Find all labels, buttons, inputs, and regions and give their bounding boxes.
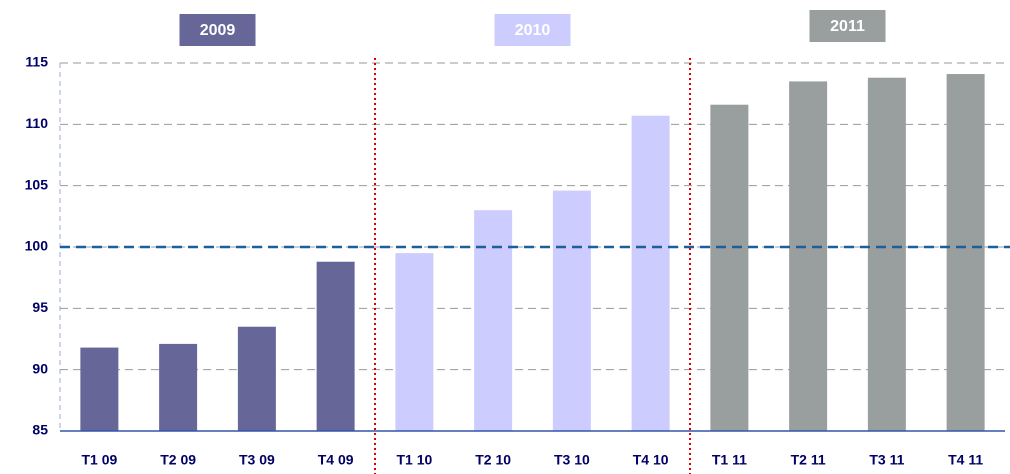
y-tick-label: 110	[25, 115, 48, 131]
y-tick-label: 90	[32, 360, 48, 376]
legend-box	[494, 14, 571, 46]
x-tick-label: T4 10	[633, 452, 669, 468]
x-tick-label: T3 09	[239, 452, 275, 468]
bar	[474, 210, 513, 431]
x-tick-label: T3 11	[869, 452, 904, 468]
bar	[237, 326, 276, 431]
y-tick-label: 85	[32, 422, 48, 438]
y-tick-label: 115	[25, 54, 48, 70]
x-tick-label: T1 10	[396, 452, 432, 468]
bar	[80, 347, 119, 431]
x-tick-label: T4 11	[948, 452, 983, 468]
x-tick-label: T4 09	[318, 452, 354, 468]
x-tick-label: T2 11	[791, 452, 826, 468]
x-tick-label: T1 09	[81, 452, 117, 468]
bar	[316, 261, 355, 431]
legend-label: 2009	[200, 22, 236, 39]
legend-box	[809, 10, 886, 42]
bar	[867, 77, 906, 431]
bar	[710, 104, 749, 431]
bar	[552, 190, 591, 431]
x-tick-label: T2 09	[160, 452, 196, 468]
y-tick-label: 95	[32, 299, 48, 315]
x-tick-label: T2 10	[475, 452, 511, 468]
bar	[631, 115, 670, 431]
y-tick-label: 100	[25, 238, 49, 254]
legend-label: 2010	[515, 22, 551, 39]
legend-label: 2011	[830, 18, 865, 35]
legend-box	[179, 14, 256, 46]
x-tick-label: T1 11	[712, 452, 747, 468]
bar	[159, 343, 198, 431]
x-tick-label: T3 10	[554, 452, 590, 468]
bar	[946, 74, 985, 431]
y-tick-label: 105	[25, 176, 49, 192]
bar	[395, 253, 434, 431]
bar	[789, 81, 828, 432]
